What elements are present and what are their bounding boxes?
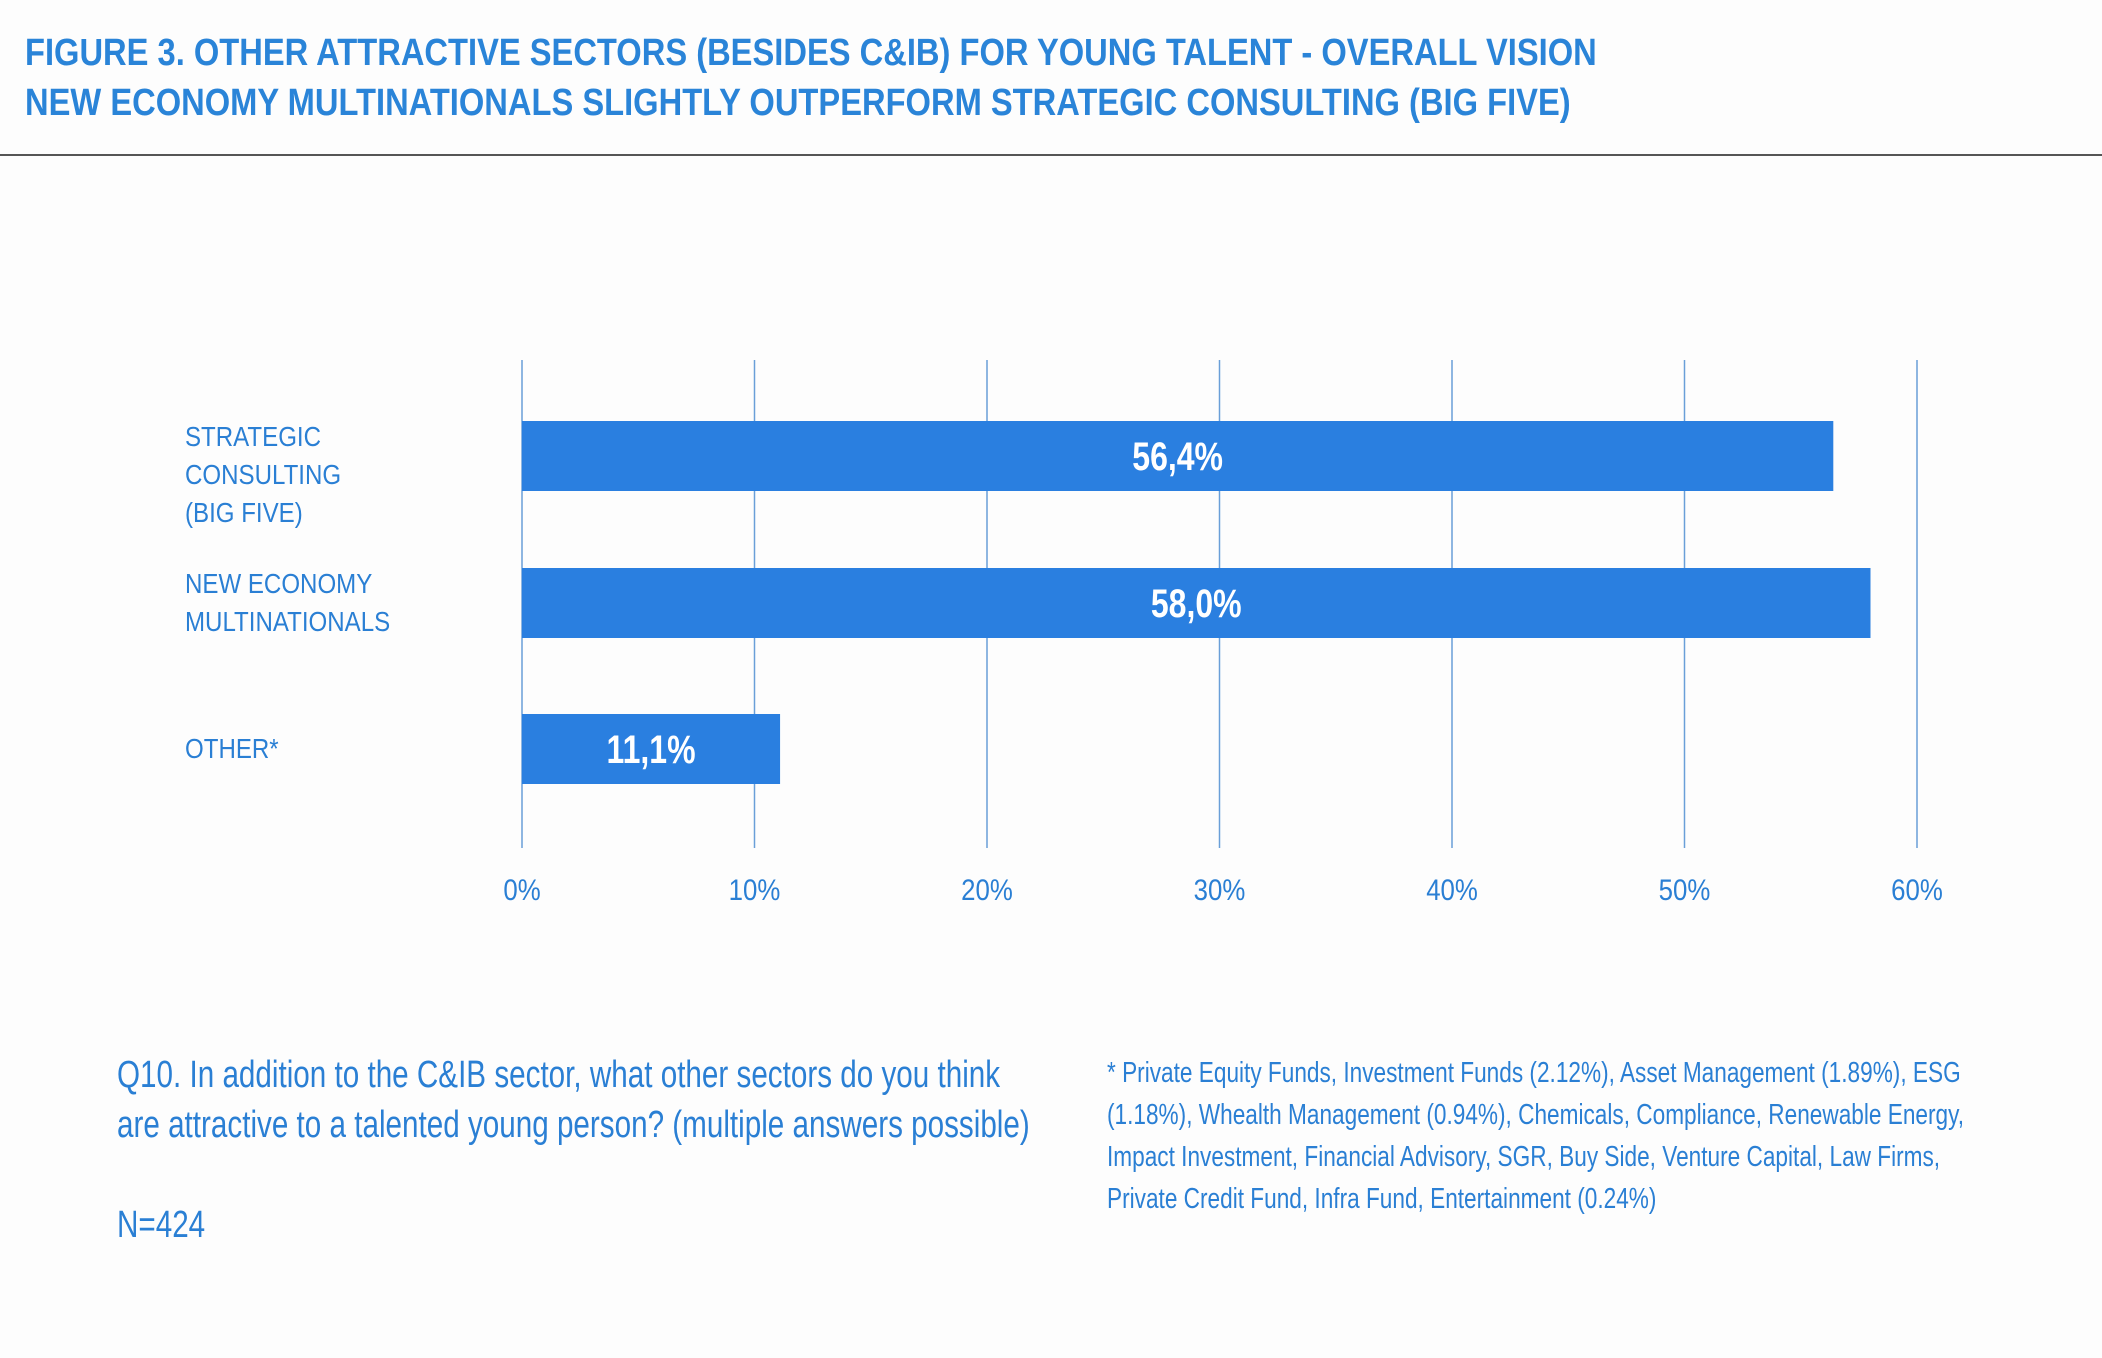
category-label-0-line-0: STRATEGIC CONSULTING (185, 421, 342, 490)
x-tick-label-20: 20% (961, 873, 1013, 906)
x-tick-label-40: 40% (1426, 873, 1478, 906)
survey-question-line-2: are attractive to a talented young perso… (117, 1104, 1030, 1146)
category-label-0: STRATEGIC CONSULTING (BIG FIVE) (185, 418, 460, 532)
category-label-1-line-0: NEW ECONOMY (185, 568, 373, 599)
bar-1 (522, 568, 1871, 638)
figure-title-line-1: FIGURE 3. OTHER ATTRACTIVE SECTORS (BESI… (25, 32, 1597, 74)
survey-question: Q10. In addition to the C&IB sector, wha… (117, 1050, 1030, 1150)
bar-2 (522, 714, 781, 784)
footnote: * Private Equity Funds, Investment Funds… (1107, 1052, 1965, 1220)
footnote-line-2: (1.18%), Whealth Management (0.94%), Che… (1107, 1099, 1965, 1131)
bar-value-label-0: 56,4% (1132, 434, 1223, 479)
figure-subtitle-line-2: NEW ECONOMY MULTINATIONALS SLIGHTLY OUTP… (25, 82, 1571, 124)
x-tick-label-60: 60% (1891, 873, 1943, 906)
survey-question-line-1: Q10. In addition to the C&IB sector, wha… (117, 1054, 1001, 1096)
x-tick-label-50: 50% (1659, 873, 1711, 906)
header-divider (0, 154, 2102, 156)
footnote-line-1: * Private Equity Funds, Investment Funds… (1107, 1057, 1961, 1089)
category-label-2: OTHER* (185, 730, 460, 768)
category-label-2-line-0: OTHER* (185, 733, 279, 764)
category-label-0-line-1: (BIG FIVE) (185, 497, 303, 528)
x-tick-label-30: 30% (1194, 873, 1246, 906)
x-tick-label-0: 0% (503, 873, 540, 906)
figure-title: FIGURE 3. OTHER ATTRACTIVE SECTORS (BESI… (25, 28, 1745, 128)
bar-0 (522, 421, 1834, 491)
category-label-1: NEW ECONOMY MULTINATIONALS (185, 565, 460, 641)
sample-size: N=424 (117, 1204, 206, 1246)
bar-value-label-1: 58,0% (1151, 581, 1242, 626)
footnote-line-3: Impact Investment, Financial Advisory, S… (1107, 1141, 1941, 1173)
bar-value-label-2: 11,1% (607, 727, 696, 772)
footnote-line-4: Private Credit Fund, Infra Fund, Enterta… (1107, 1183, 1657, 1215)
x-tick-label-10: 10% (729, 873, 781, 906)
category-label-1-line-1: MULTINATIONALS (185, 606, 391, 637)
